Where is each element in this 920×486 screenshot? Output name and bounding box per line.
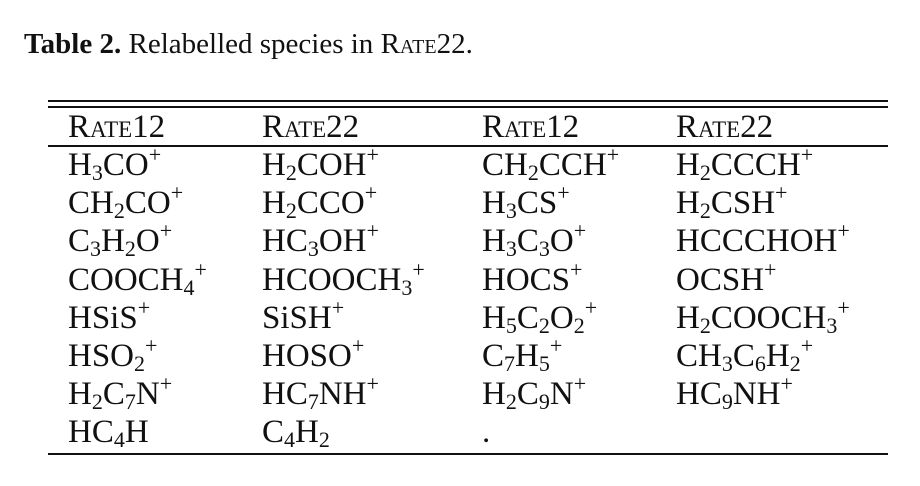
table-row: CH2CO+ H2CCO+ H3CS+ H2CSH+ [48,180,888,224]
table-caption: Table 2. Relabelled species in Rate22. [24,26,473,62]
table-top-rule-second [48,106,888,108]
table-cell: HOSO+ [262,333,365,375]
table-cell: H2CSH+ [676,180,788,224]
table-cell: H3CO+ [68,142,162,185]
table-row: H2C7N+ HC7NH+ H2C9N+ HC9NH+ [48,371,888,415]
table-caption-end: . [465,28,473,60]
table-row: HSiS+ SiSH+ H5C2O2+ H2COOCH3+ [48,294,888,338]
table-cell: HCCCHOH+ [676,218,850,260]
table-cell: HC9NH+ [676,371,793,415]
table-header-rule [48,145,888,147]
table-cell: H5C2O2+ [482,294,598,338]
table-row: H3CO+ H2COH+ CH2CCH+ H2CCCH+ [48,142,888,185]
table-cell: HCOOCH3+ [262,256,425,300]
table-cell: . [482,414,491,451]
table-cell: C3H2O+ [68,218,173,262]
table-cell: H2COH+ [262,142,379,185]
table-caption-catalog: Rate22 [380,28,466,60]
table-cell: H2CCO+ [262,180,378,224]
table-cell: HC3OH+ [262,218,379,262]
table-cell: HC7NH+ [262,371,379,415]
table-cell: C7H5+ [482,333,563,376]
table-cell: H3CS+ [482,180,570,224]
table-cell: CH2CCH+ [482,142,620,185]
table-cell: H2C9N+ [482,371,587,415]
table-cell: COOCH4+ [68,256,207,300]
table-cell: CH3C6H2+ [676,333,814,376]
table-top-rule [48,100,888,102]
table-row: HC4H C4H2. [48,413,888,451]
table-cell: H2C7N+ [68,371,173,415]
table-bottom-rule [48,453,888,455]
table-cell: HOCS+ [482,256,583,298]
header-rate22-second: Rate22 [676,109,774,145]
table-cell: HSO2+ [68,333,158,376]
table-cell: C4H2 [262,414,330,453]
table-cell: OCSH+ [676,256,777,298]
table-cell: H2COOCH3+ [676,294,850,338]
table-row: HSO2+ HOSO+ C7H5+ CH3C6H2+ [48,333,888,376]
table-header-row: Rate12 Rate22 Rate12 Rate22 [48,108,888,146]
table-row: COOCH4+ HCOOCH3+ HOCS+ OCSH+ [48,256,888,300]
table-caption-label: Table 2. [24,28,122,60]
table-cell: HC4H [68,414,149,453]
table-cell: H3C3O+ [482,218,587,262]
table-cell: H2CCCH+ [676,142,814,185]
table-row: C3H2O+ HC3OH+ H3C3O+ HCCCHOH+ [48,218,888,262]
table-cell: SiSH+ [262,294,345,336]
table-cell: CH2CO+ [68,180,184,224]
header-rate12-second: Rate12 [482,109,580,145]
header-rate22: Rate22 [262,109,360,145]
table-cell: HSiS+ [68,294,151,336]
header-rate12: Rate12 [68,109,166,145]
table-caption-text: Relabelled species in [128,28,381,60]
